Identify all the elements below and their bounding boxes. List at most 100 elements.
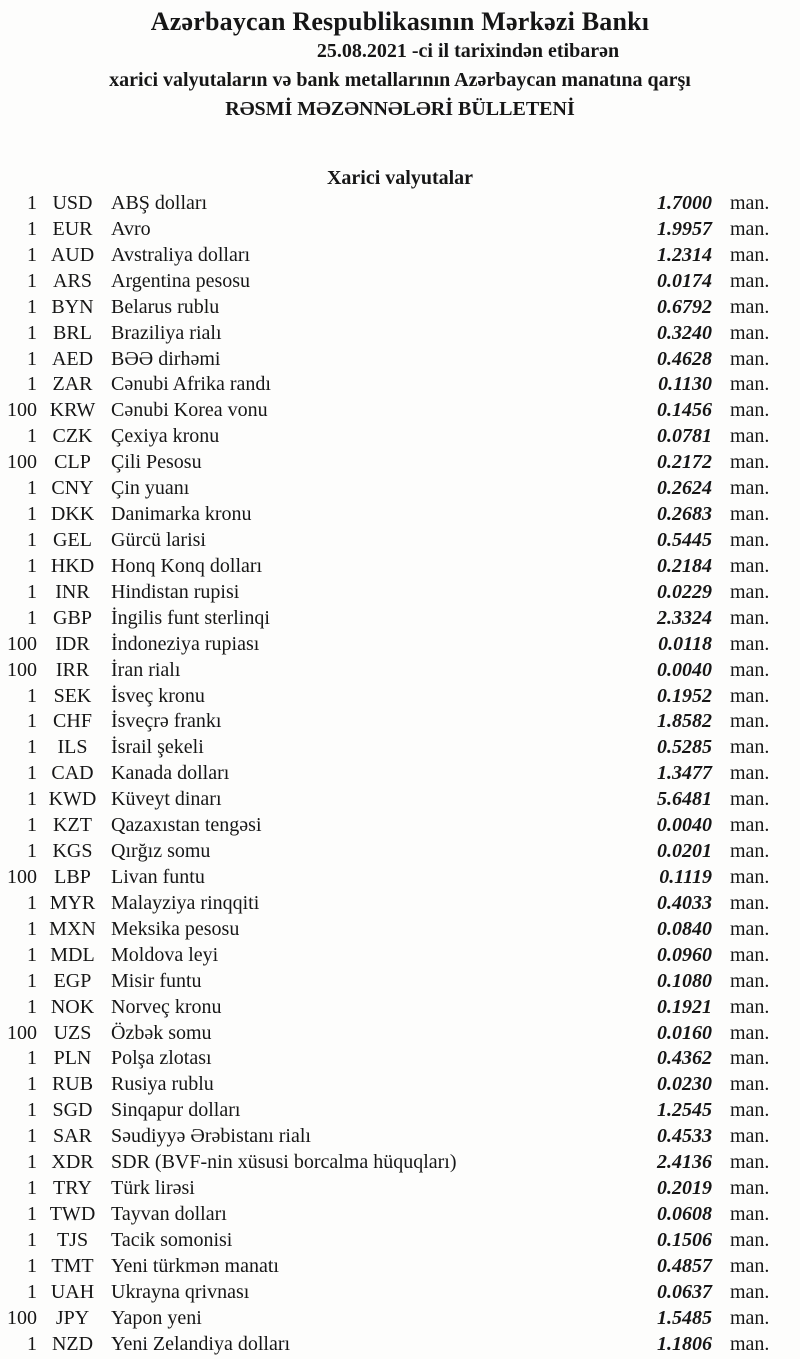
currency-rate-row: 1 KWD Küveyt dinarı 5.6481 man. — [0, 787, 800, 813]
currency-name: İsrail şekeli — [111, 736, 204, 759]
rate-value: 0.3240 — [657, 321, 712, 344]
currency-quantity: 1 — [27, 606, 37, 629]
rate-value: 0.6792 — [657, 295, 712, 318]
currency-rate-row: 1 ILS İsrail şekeli 0.5285 man. — [0, 735, 800, 761]
currency-quantity: 1 — [27, 1047, 37, 1070]
unit-label: man. — [730, 1280, 770, 1303]
currency-quantity: 1 — [27, 192, 37, 214]
unit-label: man. — [730, 710, 770, 733]
currency-name: Ukrayna qrivnası — [111, 1280, 250, 1303]
unit-label: man. — [730, 373, 770, 396]
unit-label: man. — [730, 1332, 770, 1355]
currency-rate-row: 1 CHF İsveçrə frankı 1.8582 man. — [0, 709, 800, 735]
currency-code: TWD — [49, 1202, 96, 1225]
rate-value: 0.5445 — [657, 528, 712, 551]
rate-value: 0.1506 — [657, 1228, 712, 1251]
currency-quantity: 1 — [27, 425, 37, 448]
currency-name: Hindistan rupisi — [111, 580, 240, 603]
currency-quantity: 1 — [27, 1228, 37, 1251]
unit-label: man. — [730, 969, 770, 992]
rate-value: 0.0840 — [657, 917, 712, 940]
currency-rate-row: 100 UZS Özbək somu 0.0160 man. — [0, 1021, 800, 1047]
currency-name: Danimarka kronu — [111, 503, 252, 526]
unit-label: man. — [730, 1073, 770, 1096]
currency-rate-row: 1 EGP Misir funtu 0.1080 man. — [0, 969, 800, 995]
currency-rate-row: 1 SGD Sinqapur dolları 1.2545 man. — [0, 1098, 800, 1124]
currency-rate-row: 100 JPY Yapon yeni 1.5485 man. — [0, 1306, 800, 1332]
currency-quantity: 1 — [27, 1099, 37, 1122]
currency-quantity: 100 — [7, 1306, 37, 1329]
currency-code: SEK — [53, 684, 92, 707]
unit-label: man. — [730, 1177, 770, 1200]
currency-rate-row: 1 TJS Tacik somonisi 0.1506 man. — [0, 1228, 800, 1254]
currency-code: PLN — [53, 1047, 92, 1070]
currency-quantity: 100 — [7, 865, 37, 888]
currency-quantity: 1 — [27, 684, 37, 707]
unit-label: man. — [730, 217, 770, 240]
currency-code: BYN — [51, 295, 94, 318]
currency-quantity: 1 — [27, 917, 37, 940]
currency-rate-row: 1 MDL Moldova leyi 0.0960 man. — [0, 943, 800, 969]
currency-name: SDR (BVF-nin xüsusi borcalma hüquqları) — [111, 1151, 457, 1174]
rate-value: 0.1952 — [657, 684, 712, 707]
currency-code: NZD — [51, 1332, 94, 1355]
currency-rate-row: 100 IDR İndoneziya rupiası 0.0118 man. — [0, 632, 800, 658]
currency-code: RUB — [51, 1073, 94, 1096]
unit-label: man. — [730, 788, 770, 811]
currency-code: IDR — [55, 632, 90, 655]
currency-quantity: 1 — [27, 528, 37, 551]
currency-rate-row: 1 HKD Honq Konq dolları 0.2184 man. — [0, 554, 800, 580]
unit-label: man. — [730, 347, 770, 370]
unit-label: man. — [730, 243, 770, 266]
currency-rate-row: 1 AUD Avstraliya dolları 1.2314 man. — [0, 243, 800, 269]
currency-quantity: 1 — [27, 762, 37, 785]
currency-name: İsveç kronu — [111, 684, 205, 707]
currency-rate-row: 1 KGS Qırğız somu 0.0201 man. — [0, 839, 800, 865]
currency-rate-row: 1 GEL Gürcü larisi 0.5445 man. — [0, 528, 800, 554]
currency-quantity: 1 — [27, 554, 37, 577]
currency-quantity: 100 — [7, 658, 37, 681]
rate-value: 1.1806 — [657, 1332, 712, 1355]
rate-value: 0.0118 — [658, 632, 712, 655]
rate-value: 0.0160 — [657, 1021, 712, 1044]
currency-name: Norveç kronu — [111, 995, 222, 1018]
currency-quantity: 1 — [27, 1202, 37, 1225]
currency-rate-row: 1 TMT Yeni türkmən manatı 0.4857 man. — [0, 1254, 800, 1280]
currency-quantity: 100 — [7, 399, 37, 422]
currency-name: Argentina pesosu — [111, 269, 251, 292]
rate-value: 1.7000 — [657, 192, 712, 214]
currency-code: CAD — [51, 762, 94, 785]
rate-value: 0.4033 — [657, 891, 712, 914]
rate-value: 2.3324 — [657, 606, 712, 629]
rate-value: 0.0201 — [657, 840, 712, 863]
currency-code: IRR — [55, 658, 90, 681]
currency-code: SGD — [52, 1099, 93, 1122]
currency-rate-row: 1 CZK Çexiya kronu 0.0781 man. — [0, 424, 800, 450]
unit-label: man. — [730, 1047, 770, 1070]
currency-rate-row: 1 BYN Belarus rublu 0.6792 man. — [0, 295, 800, 321]
unit-label: man. — [730, 917, 770, 940]
currency-quantity: 1 — [27, 788, 37, 811]
currency-rate-row: 1 GBP İngilis funt sterlinqi 2.3324 man. — [0, 606, 800, 632]
unit-label: man. — [730, 503, 770, 526]
unit-label: man. — [730, 321, 770, 344]
unit-label: man. — [730, 399, 770, 422]
currency-rate-row: 1 USD ABŞ dolları 1.7000 man. — [0, 191, 800, 217]
currency-code: UZS — [53, 1021, 92, 1044]
currency-code: AUD — [50, 243, 95, 266]
subject-line: xarici valyutaların və bank metallarının… — [109, 69, 691, 91]
currency-code: CHF — [53, 710, 92, 733]
unit-label: man. — [730, 1125, 770, 1148]
unit-label: man. — [730, 425, 770, 448]
currency-code: SAR — [53, 1125, 92, 1148]
rate-value: 0.1080 — [657, 969, 712, 992]
rate-value: 0.4857 — [657, 1254, 712, 1277]
currency-name: Yeni türkmən manatı — [111, 1254, 279, 1277]
currency-quantity: 1 — [27, 1177, 37, 1200]
currency-rate-row: 1 TRY Türk lirəsi 0.2019 man. — [0, 1176, 800, 1202]
bulletin-header: Azərbaycan Respublikasının Mərkəzi Bankı… — [0, 0, 800, 124]
unit-label: man. — [730, 865, 770, 888]
rate-value: 0.1119 — [659, 865, 712, 888]
currency-code: CNY — [51, 477, 94, 500]
currency-code: KWD — [48, 788, 97, 811]
